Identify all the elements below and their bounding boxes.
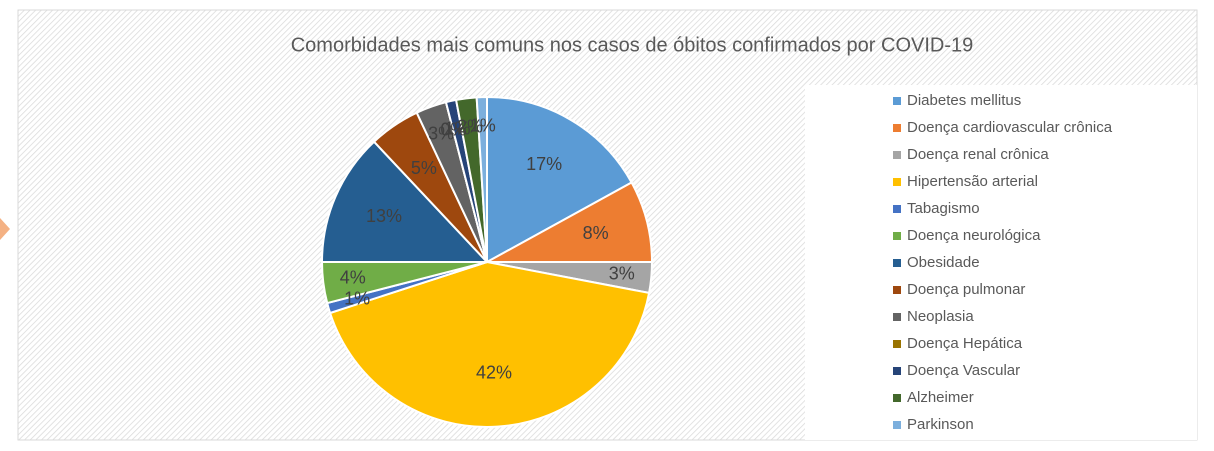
slice-label: 17% xyxy=(526,154,562,174)
legend-label: Obesidade xyxy=(907,254,980,271)
legend-label: Alzheimer xyxy=(907,389,974,406)
legend-label: Hipertensão arterial xyxy=(907,173,1038,190)
pie-slice xyxy=(320,140,490,263)
pie-slice xyxy=(475,95,488,263)
chart-title: Comorbidades mais comuns nos casos de ób… xyxy=(291,34,974,56)
legend-label: Doença Hepática xyxy=(907,335,1023,352)
slice-label: 13% xyxy=(366,206,402,226)
legend-marker xyxy=(893,313,901,321)
legend-label: Doença pulmonar xyxy=(907,281,1025,298)
slice-label: 3% xyxy=(428,123,454,143)
legend-marker xyxy=(893,151,901,159)
legend-label: Parkinson xyxy=(907,416,974,433)
slice-label: 42% xyxy=(476,363,512,383)
slice-label: 5% xyxy=(411,158,437,178)
slice-label: 1% xyxy=(344,288,370,308)
legend-marker xyxy=(893,340,901,348)
slice-label: 1% xyxy=(470,116,496,136)
legend-marker xyxy=(893,367,901,375)
legend-marker xyxy=(893,97,901,105)
legend-marker xyxy=(893,178,901,186)
slice-label: 4% xyxy=(340,268,366,288)
legend-label: Neoplasia xyxy=(907,308,974,325)
legend-marker xyxy=(893,259,901,267)
slice-label: 8% xyxy=(583,223,609,243)
legend-label: Diabetes mellitus xyxy=(907,92,1021,109)
arrow-decoration xyxy=(0,218,10,240)
slice-label: 2% xyxy=(457,117,483,137)
legend-label: Doença cardiovascular crônica xyxy=(907,119,1113,136)
legend-marker xyxy=(893,421,901,429)
pie-slice xyxy=(328,260,651,428)
legend-label: Tabagismo xyxy=(907,200,980,217)
legend-marker xyxy=(893,205,901,213)
slice-label: 3% xyxy=(609,263,635,283)
slice-label: 0% xyxy=(440,120,466,140)
pie-slice xyxy=(486,95,633,264)
legend-box xyxy=(805,85,1197,440)
legend-label: Doença renal crônica xyxy=(907,146,1049,163)
legend-marker xyxy=(893,394,901,402)
slice-label: 1% xyxy=(444,119,470,139)
legend-marker xyxy=(893,124,901,132)
legend-label: Doença neurológica xyxy=(907,227,1041,244)
legend-label: Doença Vascular xyxy=(907,362,1020,379)
legend-marker xyxy=(893,232,901,240)
legend-marker xyxy=(893,286,901,294)
